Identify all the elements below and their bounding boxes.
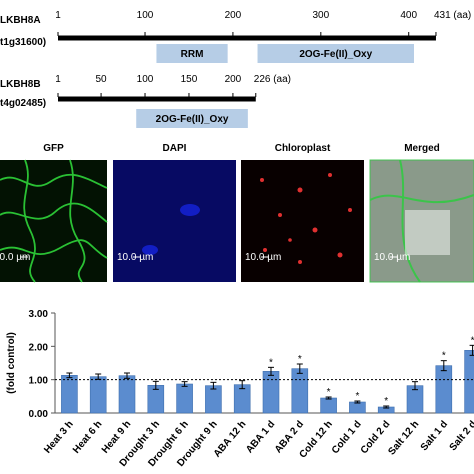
protein-locus: t4g02485): [0, 98, 46, 109]
bar: [118, 375, 136, 414]
y-tick-label: 3.00: [29, 309, 49, 320]
protein-locus: t1g31600): [0, 37, 46, 48]
panel-label: Merged: [404, 143, 440, 154]
error-bar: [296, 363, 303, 374]
protein-bar: [58, 35, 436, 41]
micrograph-images: [0, 159, 474, 283]
panel-label: GFP: [43, 143, 64, 154]
error-bar: [152, 380, 159, 390]
x-tick-label: Cold 1 d: [330, 419, 364, 456]
error-bar: [325, 396, 332, 400]
error-bar: [383, 405, 390, 409]
error-bar: [354, 400, 361, 404]
y-axis-label: (fold control): [6, 332, 17, 394]
domain-label: RRM: [181, 49, 204, 60]
x-tick-label: Salt 2 d: [448, 419, 474, 453]
bar: [89, 376, 107, 414]
scale-label: 400: [400, 10, 417, 21]
bar: [262, 371, 280, 414]
error-bar: [440, 360, 447, 372]
protein-name: LKBH8A: [0, 15, 41, 26]
significance-mark: *: [327, 387, 331, 398]
significance-mark: *: [384, 396, 388, 407]
bar: [205, 385, 222, 414]
x-tick-label: Salt 12 h: [386, 419, 421, 458]
scale-label: 1: [55, 10, 61, 21]
error-bar: [469, 344, 474, 356]
scale-label: 200: [225, 74, 242, 85]
panel-label: Chloroplast: [275, 143, 331, 154]
scale-bar-label: 10.0 µm: [0, 252, 30, 263]
scale-label: 300: [312, 10, 329, 21]
x-tick-label: Heat 6 h: [71, 419, 104, 456]
domain-label: 2OG-Fe(II)_Oxy: [156, 114, 229, 125]
x-tick-label: ABA 1 d: [244, 419, 277, 456]
bar: [435, 365, 453, 414]
x-tick-label: Heat 3 h: [42, 419, 75, 456]
chart: (fold control) 0.00 1.00 2.00 3.00 Heat 3 hHe…: [6, 309, 474, 469]
significance-mark: *: [298, 354, 302, 365]
bar: [320, 397, 337, 414]
bar: [349, 401, 366, 414]
protein-bar: [58, 96, 256, 102]
scale-label: 1: [55, 74, 61, 85]
y-tick-label: 0.00: [29, 409, 49, 420]
error-bar: [124, 372, 130, 379]
scale-label: 100: [137, 10, 154, 21]
error-bar: [239, 380, 246, 390]
scale-label: 200: [225, 10, 242, 21]
protein-name: LKBH8B: [0, 79, 41, 90]
error-bar: [210, 381, 217, 390]
scale-label: 431 (aa): [434, 10, 471, 21]
domain-box: [156, 44, 228, 63]
significance-mark: *: [355, 391, 359, 402]
error-bar: [412, 381, 418, 391]
domain-box: [136, 109, 248, 128]
bar: [176, 383, 193, 414]
scale-label: 50: [96, 74, 108, 85]
significance-mark: *: [442, 351, 446, 362]
x-tick-label: Salt 1 d: [419, 419, 450, 453]
significance-mark: *: [471, 335, 474, 346]
domain-label: 2OG-Fe(II)_Oxy: [299, 49, 372, 60]
scale-label: 100: [137, 74, 154, 85]
error-bar: [66, 372, 73, 379]
bar: [61, 375, 78, 414]
scale-label: 150: [181, 74, 198, 85]
y-tick-label: 2.00: [29, 342, 49, 353]
significance-mark: *: [269, 357, 273, 368]
error-bar: [181, 381, 188, 387]
scale-label: 226 (aa): [254, 74, 291, 85]
y-tick-label: 1.00: [29, 376, 49, 387]
diagrams: LKBH8A t1g31600) 1 100 200 300 400 431 (aa) RRM 2…: [0, 10, 471, 128]
panel-label: DAPI: [163, 143, 187, 154]
domain-box: [257, 44, 414, 63]
bar: [464, 350, 474, 414]
error-bar: [268, 366, 274, 376]
bar: [291, 368, 309, 414]
